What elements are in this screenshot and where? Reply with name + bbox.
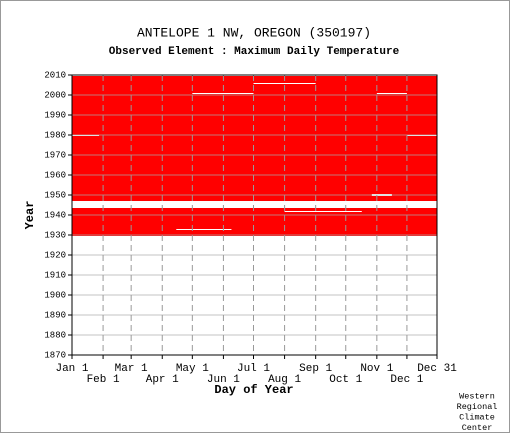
x-tick-label: Jun 1 bbox=[207, 374, 240, 386]
credit: Center bbox=[462, 423, 493, 433]
gap-block bbox=[253, 83, 316, 84]
gap-block bbox=[176, 229, 232, 230]
y-tick-label: 1920 bbox=[44, 250, 66, 260]
gap-block bbox=[192, 93, 254, 94]
x-tick-label: Mar 1 bbox=[115, 363, 148, 375]
x-tick-label: May 1 bbox=[176, 363, 209, 375]
y-tick-label: 1960 bbox=[44, 170, 66, 180]
y-tick-label: 2000 bbox=[44, 90, 66, 100]
y-tick-label: 1900 bbox=[44, 290, 66, 300]
chart-title: ANTELOPE 1 NW, OREGON (350197) bbox=[137, 25, 371, 40]
gap-block bbox=[376, 93, 407, 94]
credit: Regional bbox=[457, 402, 498, 412]
y-tick-label: 1880 bbox=[44, 330, 66, 340]
y-tick-label: 1940 bbox=[44, 210, 66, 220]
x-tick-label: Oct 1 bbox=[329, 374, 362, 386]
y-tick-label: 1930 bbox=[44, 230, 66, 240]
x-tick-label: Feb 1 bbox=[87, 374, 120, 386]
x-tick-label: Jul 1 bbox=[237, 363, 270, 375]
y-tick-label: 1980 bbox=[44, 130, 66, 140]
y-tick-label: 2010 bbox=[44, 70, 66, 80]
y-axis-label: Year bbox=[23, 201, 37, 230]
x-tick-label: Dec 1 bbox=[390, 374, 423, 386]
y-tick-label: 1870 bbox=[44, 350, 66, 360]
x-tick-label: Aug 1 bbox=[268, 374, 301, 386]
y-tick-label: 1950 bbox=[44, 190, 66, 200]
plot-border bbox=[71, 74, 438, 356]
x-tick-label: Dec 31 bbox=[417, 363, 457, 375]
record-block bbox=[72, 208, 437, 236]
y-tick-label: 1890 bbox=[44, 310, 66, 320]
record-block bbox=[72, 76, 437, 201]
credit: Climate bbox=[459, 412, 495, 422]
x-tick-label: Nov 1 bbox=[360, 363, 393, 375]
x-tick-label: Jan 1 bbox=[55, 363, 88, 375]
x-tick-label: Apr 1 bbox=[146, 374, 179, 386]
chart-subtitle: Observed Element : Maximum Daily Tempera… bbox=[109, 46, 400, 58]
y-tick-label: 1990 bbox=[44, 110, 66, 120]
x-axis-label: Day of Year bbox=[214, 383, 293, 397]
credit: Western bbox=[459, 391, 495, 401]
y-tick-label: 1910 bbox=[44, 270, 66, 280]
x-tick-label: Sep 1 bbox=[299, 363, 332, 375]
gap-block bbox=[284, 211, 362, 212]
y-tick-label: 1970 bbox=[44, 150, 66, 160]
